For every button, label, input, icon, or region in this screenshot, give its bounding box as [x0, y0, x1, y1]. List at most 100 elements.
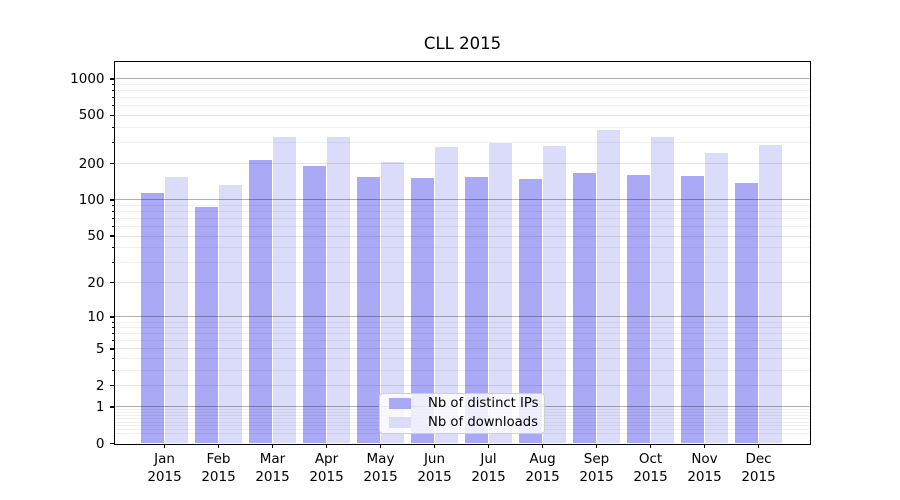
x-tick-label-jan: Jan 2015	[133, 451, 197, 486]
x-tick-label-oct: Oct 2015	[619, 451, 683, 486]
gridline-minor-y-4	[114, 358, 810, 360]
gridline-minor-y-900	[114, 84, 810, 85]
bar-distinct-ips-oct	[627, 174, 651, 444]
y-tick-label-5: 5	[95, 340, 105, 357]
y-minortick-70	[111, 218, 114, 220]
x-label-year: 2015	[417, 468, 452, 485]
y-minortick-4	[111, 358, 114, 360]
x-tick-label-jul: Jul 2015	[457, 451, 521, 486]
bar-downloads-oct	[650, 136, 674, 444]
gridline-y-100	[114, 199, 810, 201]
legend-swatch-downloads	[389, 417, 411, 428]
y-minortick-90	[111, 204, 114, 206]
x-tick-sep	[595, 444, 598, 449]
x-label-year: 2015	[633, 468, 668, 485]
y-minortick-800	[111, 90, 114, 92]
y-tick-label-50: 50	[87, 228, 105, 245]
x-tick-aug	[541, 444, 544, 449]
x-tick-jul	[487, 444, 490, 449]
x-label-year: 2015	[309, 468, 344, 485]
bar-distinct-ips-apr	[303, 165, 327, 444]
x-tick-label-sep: Sep 2015	[565, 451, 629, 486]
x-tick-feb	[217, 444, 220, 449]
bar-downloads-mar	[272, 136, 296, 444]
y-minortick-3	[111, 369, 114, 371]
y-minortick-9	[111, 321, 114, 323]
gridline-minor-y-80	[114, 211, 810, 213]
bar-downloads-jun	[434, 146, 458, 444]
bar-distinct-ips-dec	[735, 182, 759, 444]
gridline-minor-y-30	[114, 261, 810, 263]
gridline-y-2	[114, 385, 810, 387]
x-label-month: Feb	[206, 451, 231, 467]
y-tick-label-1000: 1000	[70, 70, 105, 87]
x-tick-label-feb: Feb 2015	[187, 451, 251, 486]
gridline-minor-y-600	[114, 105, 810, 107]
x-label-month: Sep	[583, 451, 610, 467]
bar-distinct-ips-aug	[519, 179, 543, 444]
gridline-minor-y-90	[114, 204, 810, 206]
x-label-month: Apr	[314, 451, 339, 467]
y-tick-2	[109, 384, 114, 387]
x-label-year: 2015	[741, 468, 776, 485]
bar-distinct-ips-mar	[249, 160, 273, 444]
gridline-minor-y-3	[114, 369, 810, 371]
bar-downloads-jan	[164, 176, 188, 444]
legend-item-downloads: Nb of downloads	[380, 413, 544, 432]
gridline-minor-y-700	[114, 97, 810, 99]
gridline-minor-y-800	[114, 90, 810, 92]
gridline-minor-y-400	[114, 126, 810, 128]
gridline-minor-y-70	[114, 218, 810, 220]
legend-label-downloads: Nb of downloads	[428, 415, 538, 430]
x-label-month: Jul	[480, 451, 497, 467]
y-minortick-900	[111, 84, 114, 85]
gridline-y-20	[114, 282, 810, 284]
x-label-year: 2015	[687, 468, 722, 485]
bar-downloads-nov	[704, 153, 728, 444]
y-tick-50	[109, 235, 114, 237]
x-label-year: 2015	[579, 468, 614, 485]
y-tick-label-1: 1	[95, 398, 105, 415]
gridline-minor-y-40	[114, 247, 810, 249]
y-minortick-300	[111, 141, 114, 143]
x-tick-label-aug: Aug 2015	[511, 451, 575, 486]
x-label-month: Mar	[259, 451, 286, 467]
x-label-month: May	[366, 451, 395, 467]
gridline-minor-y-9	[114, 321, 810, 323]
y-tick-label-0: 0	[95, 435, 105, 452]
y-tick-10	[109, 316, 114, 318]
x-label-year: 2015	[525, 468, 560, 485]
gridline-minor-y-8	[114, 327, 810, 329]
y-minortick-30	[111, 261, 114, 263]
x-label-month: Nov	[691, 451, 718, 467]
x-label-year: 2015	[363, 468, 398, 485]
bar-distinct-ips-jun	[411, 178, 435, 444]
bar-downloads-dec	[758, 144, 782, 444]
bar-distinct-ips-may	[357, 177, 381, 444]
bar-downloads-aug	[542, 145, 566, 444]
x-tick-oct	[649, 444, 652, 449]
gridline-y-50	[114, 235, 810, 237]
gridline-minor-y-300	[114, 141, 810, 143]
x-tick-nov	[703, 444, 706, 449]
x-label-year: 2015	[255, 468, 290, 485]
legend-swatch-distinct-ips	[389, 398, 411, 409]
x-label-year: 2015	[201, 468, 236, 485]
y-tick-0	[109, 442, 114, 445]
x-tick-label-jun: Jun 2015	[403, 451, 467, 486]
y-minortick-600	[111, 105, 114, 107]
bar-distinct-ips-jul	[465, 177, 489, 444]
x-tick-label-may: May 2015	[349, 451, 413, 486]
x-label-month: Oct	[638, 451, 663, 467]
y-tick-label-100: 100	[78, 191, 105, 208]
bar-distinct-ips-feb	[195, 207, 219, 444]
y-tick-label-200: 200	[78, 155, 105, 172]
gridline-minor-y-6	[114, 340, 810, 342]
legend-box: Nb of distinct IPs Nb of downloads	[379, 392, 545, 434]
bar-downloads-may	[380, 161, 404, 444]
y-tick-1000	[109, 78, 114, 80]
x-tick-label-mar: Mar 2015	[241, 451, 305, 486]
bar-downloads-sep	[596, 129, 620, 444]
y-minortick-40	[111, 247, 114, 249]
